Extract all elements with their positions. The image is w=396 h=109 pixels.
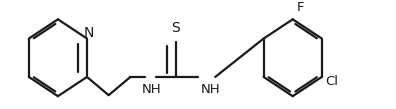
Text: Cl: Cl [325, 75, 338, 88]
Text: S: S [171, 21, 180, 35]
Text: NH: NH [141, 83, 161, 96]
Text: N: N [84, 26, 94, 40]
Text: F: F [297, 1, 304, 14]
Text: NH: NH [201, 83, 220, 96]
